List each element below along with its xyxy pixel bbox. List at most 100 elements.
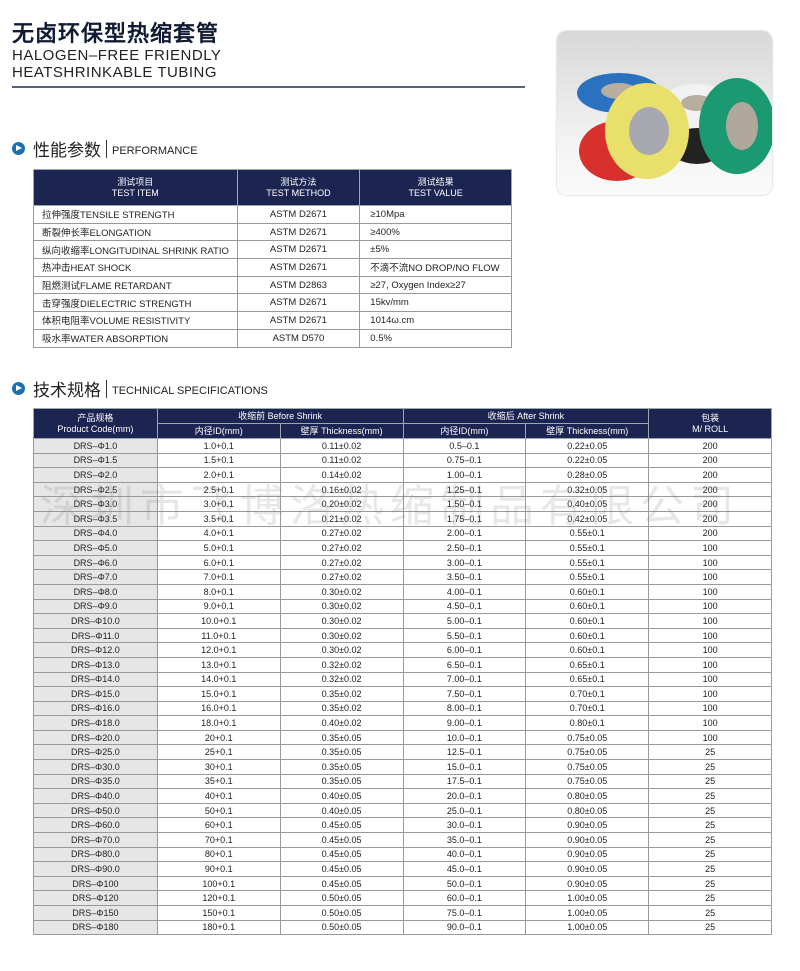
test-item: 热冲击HEAT SHOCK <box>33 258 238 277</box>
product-code: DRS–Φ3.5 <box>33 510 158 527</box>
before-id: 25+0.1 <box>156 744 281 761</box>
meters-per-roll: 25 <box>648 802 772 819</box>
spec-row: DRS–Φ3.0 3.0+0.1 0.20±0.02 1.50–0.1 0.40±0.0… <box>33 496 772 512</box>
after-thickness: 0.75±0.05 <box>525 773 650 790</box>
after-id: 7.50–0.1 <box>402 686 527 702</box>
product-code: DRS–Φ2.0 <box>33 467 158 483</box>
after-id: 30.0–0.1 <box>402 817 527 834</box>
header-after-shrink: 收缩后 After Shrink <box>402 408 650 424</box>
test-value: ≥10Mpa <box>359 205 512 224</box>
after-id: 40.0–0.1 <box>402 846 527 863</box>
meters-per-roll: 25 <box>648 759 772 775</box>
before-id: 35+0.1 <box>156 773 281 790</box>
after-id: 3.00–0.1 <box>402 554 527 571</box>
before-thickness: 0.45±0.05 <box>279 817 404 834</box>
after-thickness: 0.28±0.05 <box>525 467 650 483</box>
after-id: 3.50–0.1 <box>402 569 527 585</box>
product-code: DRS–Φ9.0 <box>33 598 158 615</box>
before-thickness: 0.27±0.02 <box>279 569 404 585</box>
after-thickness: 0.55±0.1 <box>525 554 650 571</box>
spec-row: DRS–Φ1.0 1.0+0.1 0.11±0.02 0.5–0.1 0.22±0.05… <box>33 438 772 454</box>
after-id: 6.50–0.1 <box>402 656 527 673</box>
meters-per-roll: 200 <box>648 510 772 527</box>
meters-per-roll: 200 <box>648 438 772 454</box>
test-method: ASTM D2671 <box>236 222 361 242</box>
section-title-en: PERFORMANCE <box>112 144 198 157</box>
product-code: DRS–Φ120 <box>33 890 158 906</box>
test-item: 拉伸强度TENSILE STRENGTH <box>33 205 238 224</box>
meters-per-roll: 25 <box>648 905 772 921</box>
meters-per-roll: 25 <box>648 832 772 848</box>
test-item: 断裂伸长率ELONGATION <box>33 222 238 242</box>
test-method: ASTM D2671 <box>236 205 361 224</box>
subtitle-line-2: HEATSHRINKABLE TUBING <box>12 64 217 81</box>
after-id: 75.0–0.1 <box>402 905 527 921</box>
section-title-zh: 技术规格 <box>33 381 101 401</box>
before-thickness: 0.32±0.02 <box>279 656 404 673</box>
before-thickness: 0.20±0.02 <box>279 496 404 512</box>
after-thickness: 0.40±0.05 <box>525 496 650 512</box>
after-thickness: 0.75±0.05 <box>525 729 650 746</box>
before-id: 70+0.1 <box>156 832 281 848</box>
after-thickness: 1.00±0.05 <box>525 890 650 906</box>
section-title-en: TECHNICAL SPECIFICATIONS <box>112 384 268 397</box>
subtitle-line-1: HALOGEN–FREE FRIENDLY <box>12 47 222 64</box>
performance-row: 拉伸强度TENSILE STRENGTH ASTM D2671 ≥10Mpa <box>33 205 512 224</box>
spec-row: DRS–Φ2.0 2.0+0.1 0.14±0.02 1.00–0.1 0.28±0.0… <box>33 467 772 483</box>
product-code: DRS–Φ50.0 <box>33 802 158 819</box>
product-code: DRS–Φ35.0 <box>33 773 158 790</box>
before-id: 6.0+0.1 <box>156 554 281 571</box>
header-test-method: 测试方法 TEST METHOD <box>236 169 361 206</box>
after-id: 2.50–0.1 <box>402 540 527 556</box>
before-id: 80+0.1 <box>156 846 281 863</box>
product-code: DRS–Φ7.0 <box>33 569 158 585</box>
test-method: ASTM D570 <box>236 328 361 348</box>
before-id: 9.0+0.1 <box>156 598 281 615</box>
product-code: DRS–Φ30.0 <box>33 759 158 775</box>
product-code: DRS–Φ150 <box>33 905 158 921</box>
spec-row: DRS–Φ25.0 25+0.1 0.35±0.05 12.5–0.1 0.75±0.0… <box>33 744 772 761</box>
spec-row: DRS–Φ70.0 70+0.1 0.45±0.05 35.0–0.1 0.90±0.0… <box>33 832 772 848</box>
after-thickness: 0.55±0.1 <box>525 540 650 556</box>
meters-per-roll: 100 <box>648 686 772 702</box>
before-id: 3.5+0.1 <box>156 510 281 527</box>
before-thickness: 0.11±0.02 <box>279 452 404 469</box>
meters-per-roll: 200 <box>648 481 772 498</box>
performance-row: 吸水率WATER ABSORPTION ASTM D570 0.5% <box>33 328 512 348</box>
after-thickness: 0.32±0.05 <box>525 481 650 498</box>
product-code: DRS–Φ1.0 <box>33 438 158 454</box>
after-id: 90.0–0.1 <box>402 919 527 936</box>
test-value: ≥400% <box>359 222 512 242</box>
meters-per-roll: 25 <box>648 773 772 790</box>
after-id: 0.5–0.1 <box>402 438 527 454</box>
before-thickness: 0.45±0.05 <box>279 846 404 863</box>
after-id: 35.0–0.1 <box>402 832 527 848</box>
before-id: 1.5+0.1 <box>156 452 281 469</box>
after-thickness: 0.90±0.05 <box>525 846 650 863</box>
before-id: 13.0+0.1 <box>156 656 281 673</box>
header-before-id: 内径ID(mm) <box>156 423 281 439</box>
header-packing: 包装 M/ ROLL <box>648 408 772 439</box>
before-thickness: 0.40±0.05 <box>279 802 404 819</box>
test-value: 0.5% <box>359 328 512 348</box>
meters-per-roll: 200 <box>648 467 772 483</box>
product-code: DRS–Φ8.0 <box>33 583 158 600</box>
meters-per-roll: 200 <box>648 452 772 469</box>
spec-row: DRS–Φ10.0 10.0+0.1 0.30±0.02 5.00–0.1 0.60±0… <box>33 613 772 629</box>
before-id: 4.0+0.1 <box>156 525 281 542</box>
header-product-code: 产品规格 Product Code(mm) <box>33 408 158 439</box>
spec-row: DRS–Φ16.0 16.0+0.1 0.35±0.02 8.00–0.1 0.70±0… <box>33 700 772 717</box>
after-thickness: 1.00±0.05 <box>525 905 650 921</box>
header-after-thickness: 壁厚 Thickness(mm) <box>525 423 650 439</box>
before-id: 2.0+0.1 <box>156 467 281 483</box>
spec-row: DRS–Φ4.0 4.0+0.1 0.27±0.02 2.00–0.1 0.55±0.1… <box>33 525 772 542</box>
spec-row: DRS–Φ20.0 20+0.1 0.35±0.05 10.0–0.1 0.75±0.0… <box>33 729 772 746</box>
after-id: 2.00–0.1 <box>402 525 527 542</box>
spec-row: DRS–Φ150 150+0.1 0.50±0.05 75.0–0.1 1.00±0.0… <box>33 905 772 921</box>
after-id: 9.00–0.1 <box>402 715 527 731</box>
before-id: 3.0+0.1 <box>156 496 281 512</box>
performance-row: 体积电阻率VOLUME RESISTIVITY ASTM D2671 1014ω.c… <box>33 311 512 330</box>
spec-row: DRS–Φ60.0 60+0.1 0.45±0.05 30.0–0.1 0.90±0.0… <box>33 817 772 834</box>
product-code: DRS–Φ90.0 <box>33 861 158 877</box>
header-before-thickness: 壁厚 Thickness(mm) <box>279 423 404 439</box>
